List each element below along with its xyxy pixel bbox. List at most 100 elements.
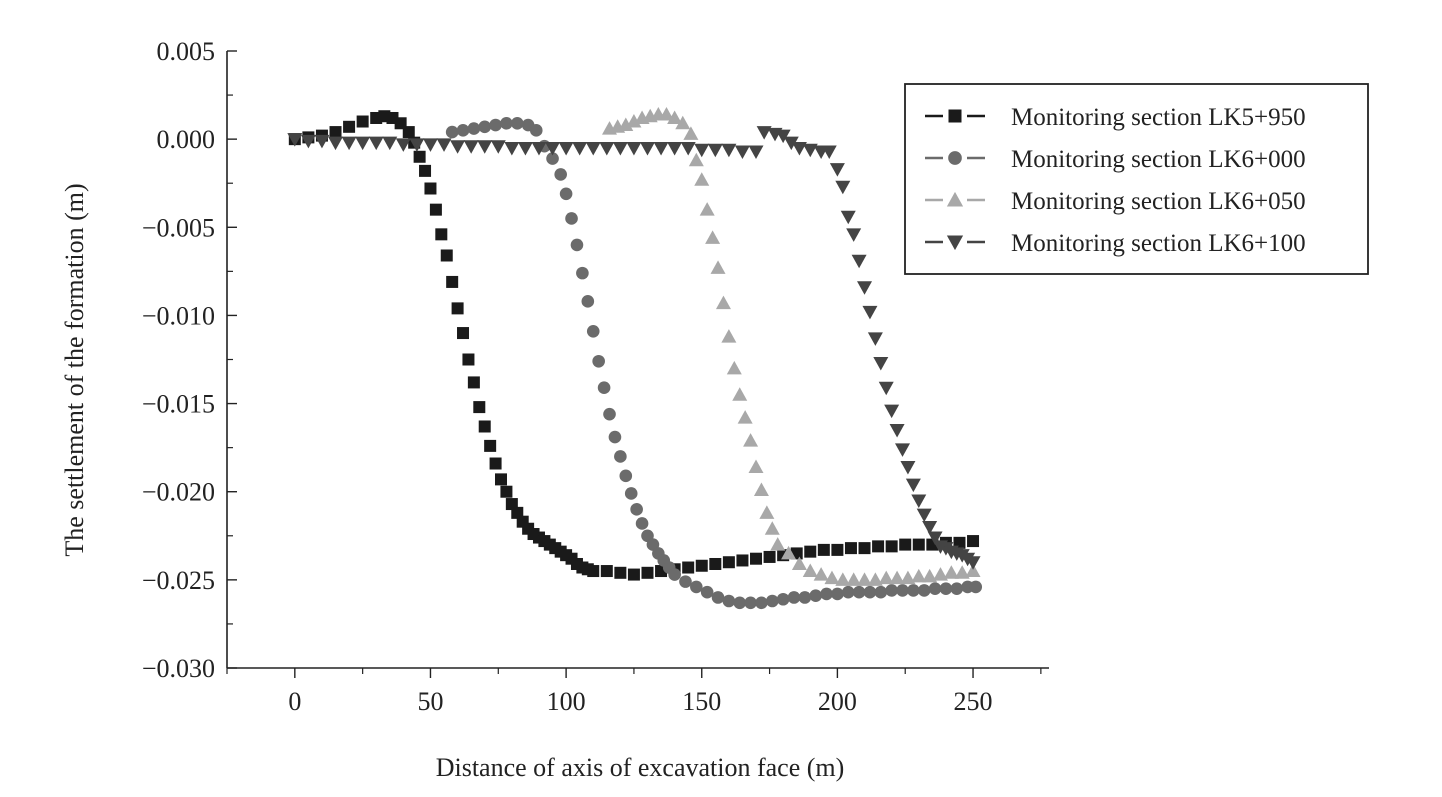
legend-item-lk6-100: Monitoring section LK6+100	[925, 230, 1306, 257]
data-point	[756, 126, 772, 140]
data-point	[451, 302, 464, 315]
data-point	[690, 580, 703, 594]
data-point	[641, 566, 654, 579]
data-point	[917, 584, 931, 597]
data-point	[763, 550, 776, 563]
data-point	[895, 443, 911, 457]
data-point	[943, 565, 959, 579]
data-point	[618, 117, 634, 132]
legend-label: Monitoring section LK6+100	[1011, 230, 1306, 257]
data-point	[668, 568, 681, 581]
data-point	[517, 141, 533, 156]
axes: 0.005 0.000 −0.005 −0.010 −0.015 −0.020 −0.025…	[142, 37, 1049, 716]
data-point	[737, 410, 753, 424]
data-point	[576, 266, 589, 280]
data-point	[873, 357, 889, 371]
data-point	[846, 228, 862, 242]
data-point	[912, 538, 925, 551]
data-point	[435, 228, 448, 241]
data-point	[844, 542, 857, 555]
data-point	[896, 584, 909, 597]
data-point	[639, 141, 655, 156]
data-point	[889, 570, 905, 585]
data-point	[694, 143, 710, 158]
data-point	[329, 126, 342, 139]
data-point	[495, 473, 507, 486]
data-point	[927, 531, 943, 546]
data-point	[500, 485, 513, 498]
data-point	[722, 594, 736, 608]
data-point	[841, 585, 855, 599]
data-point	[626, 141, 642, 156]
data-point	[614, 450, 627, 463]
data-point	[477, 140, 493, 154]
data-point	[504, 141, 520, 156]
data-point	[700, 585, 714, 599]
data-point	[802, 563, 818, 578]
data-point	[586, 324, 600, 338]
y-axis-label: The settlement of the formation (m)	[60, 183, 89, 556]
legend-label: Monitoring section LK6+050	[1011, 188, 1306, 215]
data-point	[781, 545, 797, 560]
legend-marker	[946, 191, 964, 207]
data-point	[765, 594, 779, 608]
data-point	[529, 124, 543, 137]
data-point	[733, 596, 747, 610]
data-point	[969, 580, 983, 594]
data-point	[885, 584, 898, 597]
data-point	[445, 125, 459, 139]
data-point	[776, 592, 790, 606]
data-point	[463, 140, 479, 154]
series-lk6-050	[602, 106, 981, 586]
data-point	[343, 120, 356, 133]
data-point	[736, 554, 749, 567]
data-point	[382, 136, 398, 151]
data-point	[694, 172, 710, 186]
data-point	[695, 559, 708, 572]
data-point	[630, 503, 643, 516]
data-point	[748, 459, 764, 474]
data-point	[675, 115, 691, 130]
legend-marker	[948, 151, 962, 165]
legend: Monitoring section LK5+950 Monitoring sec…	[904, 83, 1369, 275]
data-point	[457, 327, 470, 340]
data-point	[715, 295, 731, 310]
data-point	[710, 260, 726, 274]
data-point	[775, 129, 791, 144]
series-lk6-000	[445, 116, 983, 610]
data-point	[603, 407, 616, 421]
data-point	[462, 353, 475, 366]
data-point	[424, 182, 437, 195]
data-point	[680, 141, 696, 156]
data-point	[505, 498, 518, 511]
data-point	[419, 164, 432, 177]
data-point	[511, 506, 524, 519]
data-point	[688, 152, 704, 167]
data-point	[489, 457, 502, 470]
data-point	[753, 482, 769, 496]
data-point	[899, 538, 912, 551]
series-lk5-950	[288, 110, 980, 581]
data-point	[531, 141, 547, 156]
data-point	[545, 141, 561, 156]
data-point	[581, 295, 595, 308]
data-point	[667, 141, 683, 156]
y-tick-label: −0.010	[142, 301, 215, 330]
legend-marker	[948, 109, 962, 123]
data-point	[355, 136, 371, 151]
data-point	[840, 210, 856, 225]
data-point	[356, 115, 369, 128]
data-point	[900, 461, 916, 475]
data-point	[624, 487, 638, 500]
data-point	[614, 566, 627, 579]
data-point	[478, 120, 492, 134]
data-point	[446, 275, 459, 288]
data-point	[835, 572, 851, 586]
x-tick-label: 50	[417, 687, 443, 716]
data-point	[592, 354, 605, 368]
data-point	[726, 360, 742, 375]
data-point	[878, 570, 894, 585]
data-point	[626, 114, 642, 128]
data-point	[787, 591, 801, 604]
